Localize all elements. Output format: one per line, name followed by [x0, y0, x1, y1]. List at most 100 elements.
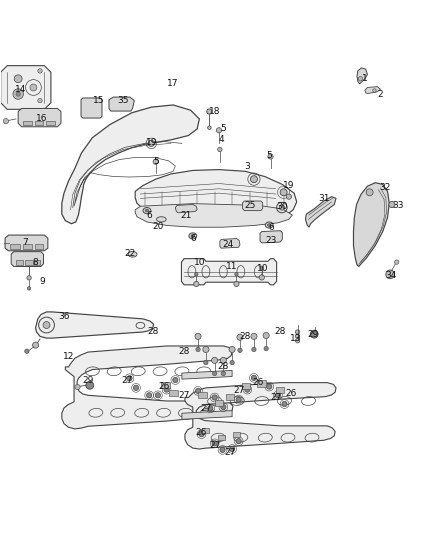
Text: 7: 7 [22, 238, 28, 247]
Circle shape [252, 348, 256, 352]
Bar [242, 383, 251, 389]
Text: 26: 26 [285, 389, 297, 398]
Text: 18: 18 [209, 107, 220, 116]
Circle shape [164, 387, 169, 392]
Bar [15, 261, 23, 265]
Circle shape [194, 272, 198, 276]
Polygon shape [18, 108, 61, 127]
Bar [25, 261, 33, 265]
Text: 2: 2 [378, 90, 383, 99]
Text: 27: 27 [270, 393, 282, 402]
Text: 28: 28 [218, 362, 229, 372]
Circle shape [280, 189, 287, 196]
Circle shape [279, 205, 285, 210]
Text: 21: 21 [180, 211, 192, 220]
Circle shape [27, 276, 31, 280]
Circle shape [153, 159, 158, 164]
Ellipse shape [156, 217, 166, 222]
Text: 4: 4 [219, 135, 224, 144]
Circle shape [264, 346, 268, 351]
Circle shape [295, 338, 300, 343]
Circle shape [259, 275, 265, 280]
Circle shape [195, 333, 201, 340]
Polygon shape [185, 383, 336, 449]
Text: 27: 27 [200, 404, 212, 413]
Circle shape [236, 439, 241, 444]
Bar [35, 120, 43, 125]
Circle shape [251, 375, 257, 381]
Circle shape [212, 357, 218, 364]
Ellipse shape [143, 207, 151, 214]
Circle shape [295, 334, 300, 338]
Text: 28: 28 [148, 327, 159, 336]
Circle shape [27, 287, 31, 290]
Polygon shape [109, 97, 134, 111]
Circle shape [199, 432, 204, 437]
Text: 1: 1 [362, 74, 368, 83]
Text: 26: 26 [159, 382, 170, 391]
Bar [226, 393, 234, 400]
Circle shape [195, 389, 201, 393]
Text: 35: 35 [117, 96, 129, 105]
Circle shape [229, 346, 235, 352]
Bar [161, 382, 170, 389]
Text: 6: 6 [190, 233, 196, 243]
Circle shape [235, 272, 238, 276]
Text: 6: 6 [146, 211, 152, 220]
Circle shape [194, 281, 199, 287]
Circle shape [147, 393, 152, 398]
Bar [35, 244, 42, 249]
Text: 26: 26 [253, 378, 264, 387]
Bar [233, 432, 240, 437]
Text: 10: 10 [257, 264, 268, 273]
Polygon shape [353, 183, 389, 266]
Circle shape [310, 330, 318, 338]
Circle shape [16, 92, 20, 96]
Circle shape [30, 84, 37, 91]
Ellipse shape [189, 233, 197, 239]
Text: 27: 27 [178, 391, 190, 400]
Text: 17: 17 [167, 79, 179, 87]
Circle shape [234, 281, 239, 287]
Ellipse shape [191, 235, 194, 237]
Circle shape [203, 346, 209, 352]
Polygon shape [135, 204, 292, 227]
Text: 5: 5 [153, 157, 159, 166]
Bar [215, 400, 223, 406]
Bar [258, 381, 266, 386]
Circle shape [173, 377, 178, 383]
Polygon shape [365, 87, 381, 94]
Text: 23: 23 [266, 236, 277, 245]
Circle shape [245, 387, 250, 392]
Ellipse shape [145, 209, 149, 212]
Circle shape [238, 348, 242, 352]
Circle shape [14, 75, 22, 83]
Circle shape [230, 360, 234, 365]
Text: 27: 27 [209, 441, 220, 450]
Polygon shape [62, 346, 233, 429]
Circle shape [251, 176, 258, 183]
Text: 13: 13 [290, 334, 301, 343]
Text: 33: 33 [392, 201, 404, 210]
Text: 11: 11 [226, 262, 238, 271]
Circle shape [221, 405, 226, 410]
Circle shape [216, 128, 222, 133]
Bar [34, 261, 40, 265]
Text: 20: 20 [152, 222, 163, 231]
Circle shape [32, 342, 39, 348]
Polygon shape [135, 169, 297, 225]
Bar [11, 244, 20, 249]
Text: 34: 34 [386, 271, 397, 280]
Circle shape [260, 266, 264, 270]
Text: 5: 5 [266, 151, 272, 160]
Polygon shape [11, 252, 43, 266]
Circle shape [134, 385, 139, 391]
Circle shape [263, 333, 269, 338]
Polygon shape [305, 197, 336, 227]
Bar [198, 392, 207, 398]
Text: 6: 6 [268, 223, 274, 232]
Circle shape [127, 376, 132, 381]
Bar [22, 244, 32, 249]
Circle shape [267, 384, 272, 389]
Text: 19: 19 [283, 181, 295, 190]
